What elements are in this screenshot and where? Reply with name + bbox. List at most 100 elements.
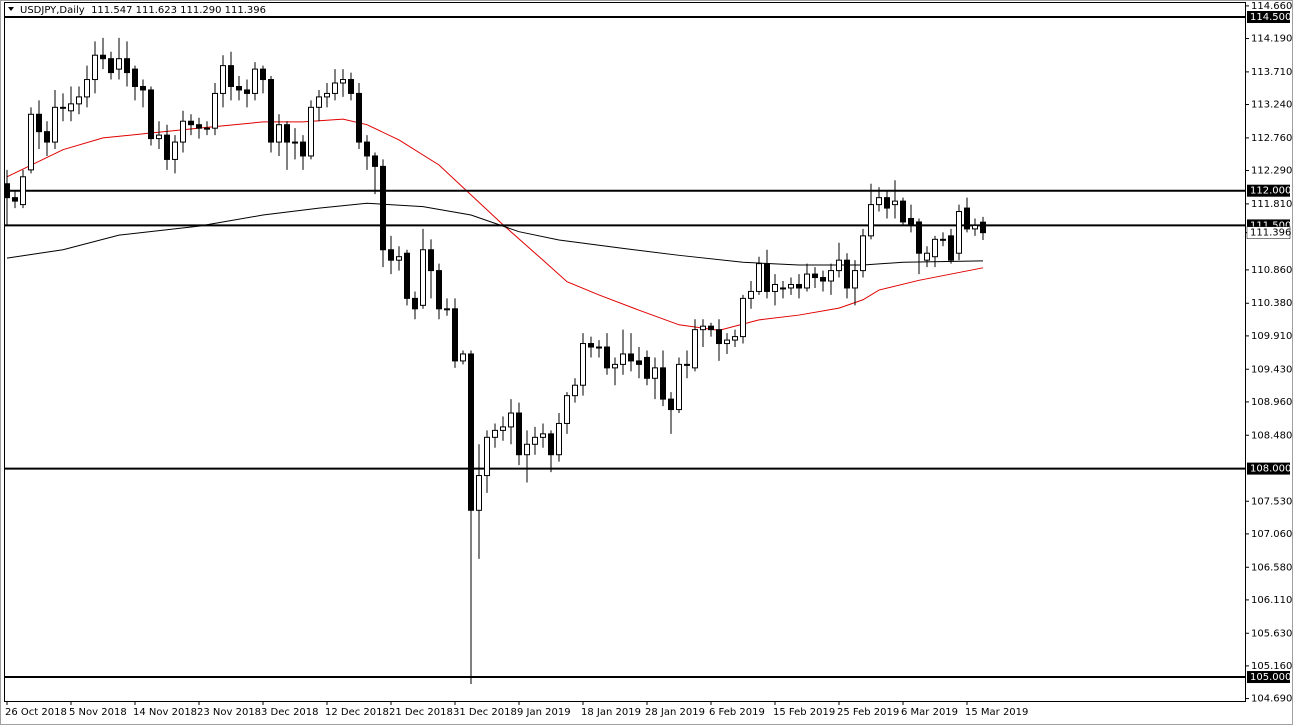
candle-body <box>380 165 386 251</box>
candle-body <box>348 79 354 94</box>
candle-body <box>276 124 282 143</box>
candle-body <box>660 367 666 400</box>
candle-body <box>956 211 962 254</box>
candle-body <box>108 58 114 74</box>
x-tick-label: 18 Jan 2019 <box>581 707 641 718</box>
candle-body <box>700 325 706 331</box>
candle-body <box>52 106 58 143</box>
level-label: 105.000 <box>1250 672 1291 683</box>
candle-body <box>980 221 986 234</box>
candle-body <box>820 277 826 282</box>
candle-body <box>268 79 274 143</box>
x-tick-label: 6 Feb 2019 <box>709 707 765 718</box>
candle-body <box>492 429 498 438</box>
candle-body <box>12 197 18 202</box>
chart-title: USDJPY,Daily 111.547 111.623 111.290 111… <box>20 5 266 16</box>
candle-body <box>500 426 506 431</box>
level-label: 108.000 <box>1250 464 1291 475</box>
y-tick-label: 109.910 <box>1251 331 1292 342</box>
x-tick-label: 15 Mar 2019 <box>965 707 1028 718</box>
candle-body <box>60 106 66 109</box>
level-label: 112.000 <box>1250 186 1291 197</box>
candle-body <box>164 134 170 160</box>
candle-body <box>148 89 154 140</box>
candle-body <box>516 412 522 456</box>
candle-body <box>356 92 362 143</box>
candle-body <box>588 343 594 348</box>
candle-body <box>388 249 394 261</box>
y-tick-label: 113.240 <box>1251 100 1292 111</box>
candle-body <box>836 259 842 272</box>
candle-body <box>212 92 218 129</box>
candle-body <box>372 155 378 167</box>
x-tick-label: 26 Oct 2018 <box>5 707 67 718</box>
candle-body <box>428 249 434 272</box>
candle-body <box>284 124 290 143</box>
y-tick-label: 105.630 <box>1251 628 1292 639</box>
candle-body <box>244 89 250 94</box>
last-price-label: 111.396 <box>1250 228 1291 239</box>
candle-body <box>44 131 50 143</box>
candle-body <box>892 200 898 206</box>
y-tick-label: 111.810 <box>1251 199 1292 210</box>
y-tick-label: 106.580 <box>1251 562 1292 573</box>
candle-body <box>652 367 658 379</box>
candle-body <box>788 283 794 289</box>
x-tick-label: 23 Nov 2018 <box>197 707 261 718</box>
candle-body <box>316 96 322 108</box>
candle-body <box>92 54 98 81</box>
candle-body <box>972 224 978 230</box>
candle-body <box>748 290 754 299</box>
y-tick-label: 108.480 <box>1251 430 1292 441</box>
candle-body <box>764 263 770 292</box>
candle-body <box>556 422 562 456</box>
candle-body <box>460 353 466 362</box>
candle-body <box>324 92 330 98</box>
candle-body <box>572 384 578 397</box>
level-label-box <box>1247 11 1290 24</box>
candle-body <box>604 346 610 369</box>
moving-average <box>6 202 984 266</box>
candle-body <box>420 249 426 306</box>
candle-body <box>580 343 586 386</box>
candle-body <box>124 58 130 74</box>
plot-frame <box>4 2 1246 702</box>
x-tick-label: 31 Dec 2018 <box>453 707 517 718</box>
candle-body <box>620 353 626 365</box>
candle-body <box>708 325 714 331</box>
x-tick-label: 25 Feb 2019 <box>837 707 899 718</box>
candle-body <box>396 256 402 261</box>
y-tick-label: 106.110 <box>1251 595 1292 606</box>
candle-body <box>852 270 858 289</box>
candle-body <box>476 475 482 511</box>
candle-body <box>900 200 906 223</box>
candle-body <box>524 443 530 456</box>
candle-body <box>292 141 298 144</box>
candle-body <box>180 120 186 143</box>
candle-body <box>532 436 538 445</box>
candle-body <box>676 363 682 411</box>
y-tick-label: 104.690 <box>1251 694 1292 705</box>
x-tick-label: 9 Jan 2019 <box>517 707 571 718</box>
y-tick-label: 110.860 <box>1251 265 1292 276</box>
x-tick-label: 12 Dec 2018 <box>325 707 389 718</box>
candle-body <box>772 283 778 292</box>
candle-body <box>812 273 818 279</box>
candle-body <box>716 329 722 345</box>
candle-body <box>844 259 850 289</box>
candle-body <box>252 68 258 94</box>
candle-body <box>220 65 226 94</box>
level-label: 114.500 <box>1250 12 1291 23</box>
menu-arrow[interactable] <box>8 7 14 11</box>
candle-body <box>908 217 914 226</box>
y-tick-label: 112.760 <box>1251 133 1292 144</box>
candle-body <box>612 363 618 369</box>
candle-body <box>4 183 10 199</box>
candle-body <box>548 433 554 456</box>
candle-body <box>468 353 474 511</box>
candle-body <box>36 113 42 133</box>
candle-body <box>140 85 146 91</box>
candle-body <box>596 346 602 349</box>
candle-body <box>116 58 122 70</box>
